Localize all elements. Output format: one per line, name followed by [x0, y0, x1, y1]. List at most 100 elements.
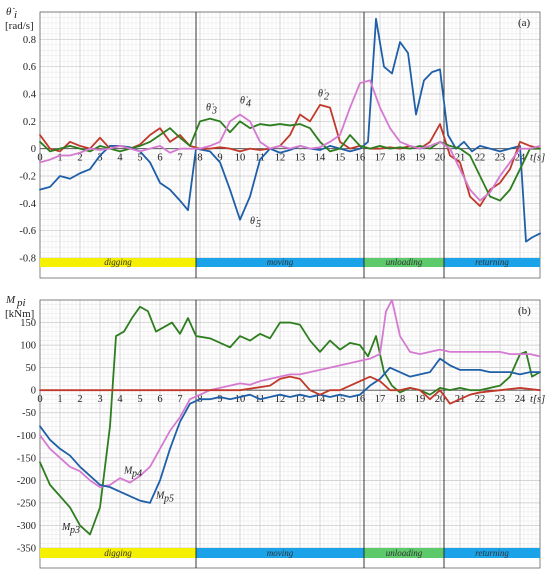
x-tick-label: 9 [217, 394, 222, 405]
plot-frame [39, 299, 541, 569]
x-tick-label: 13 [295, 153, 306, 164]
y-tick-label: 100 [20, 341, 36, 352]
y-axis-unit: [rad/s] [5, 20, 34, 32]
x-tick-label: 6 [157, 153, 162, 164]
x-tick-label: 18 [395, 394, 406, 405]
x-tick-label: 19 [415, 394, 426, 405]
series-annotation-sub: 2 [324, 92, 329, 103]
y-tick-label: 50 [26, 363, 37, 374]
series-annotation-sub: 4 [246, 99, 251, 110]
series-annotation: M [61, 522, 71, 533]
y-axis-unit: [kNm] [5, 308, 34, 320]
phase-label-returning: returning [475, 257, 509, 267]
x-tick-label: 10 [235, 394, 246, 405]
series-line-1 [39, 17, 541, 243]
x-tick-label: 0 [37, 394, 42, 405]
series-annotation: M [155, 490, 165, 501]
y-tick-labels: -350 -300 -250 -200 -150 -100 -50 0 50 100 150 [17, 318, 36, 554]
series-line-1 [39, 305, 541, 536]
x-tick-label: 22 [475, 394, 486, 405]
x-tick-label: 17 [375, 153, 386, 164]
x-tick-label: 16 [355, 394, 366, 405]
phase-band-moving [196, 258, 364, 267]
y-tick-label: 150 [20, 318, 36, 329]
y-axis-label-sub: pi [16, 297, 26, 309]
x-tick-label: 23 [495, 394, 506, 405]
x-tick-label: 3 [97, 153, 102, 164]
x-tick-label: 0 [37, 153, 42, 164]
phase-band-unloading [364, 258, 444, 267]
chart-panel-2: digging moving unloading returning-350-300-… [5, 294, 545, 569]
phase-label-returning: returning [475, 548, 509, 558]
series-line-3 [39, 117, 541, 202]
y-tick-label: 0.4 [23, 90, 37, 101]
series-annotation-sub: p5 [163, 493, 174, 504]
phase-band-digging [40, 548, 196, 558]
phase-bands: digging moving unloading returning [40, 257, 540, 267]
series-lines [39, 17, 541, 243]
y-axis-label-sub: i [14, 9, 17, 21]
phase-label-digging: digging [104, 548, 132, 558]
x-tick-label: 15 [335, 153, 346, 164]
x-tick-label: 5 [137, 394, 142, 405]
series-annotation: θ̇ [240, 96, 248, 107]
series-annotation-sub: 5 [256, 219, 261, 230]
x-tick-label: 14 [315, 153, 326, 164]
series-annotation-sub: 3 [211, 105, 217, 116]
x-tick-label: 17 [375, 394, 386, 405]
series-line-4 [39, 375, 541, 405]
y-tick-label: -0.6 [19, 226, 36, 237]
x-tick-label: 20 [435, 153, 446, 164]
x-tick-label: 3 [97, 394, 102, 405]
y-tick-label: 0 [31, 144, 36, 155]
x-tick-label: 8 [197, 153, 202, 164]
x-tick-label: 16 [355, 153, 366, 164]
x-tick-label: 23 [495, 153, 506, 164]
plot-frame [39, 11, 541, 279]
y-tick-label: -250 [17, 498, 36, 509]
minor-grid [39, 11, 541, 259]
x-tick-label: 2 [77, 153, 82, 164]
x-tick-label: 18 [395, 153, 406, 164]
x-tick-label: 11 [255, 153, 265, 164]
y-tick-label: -50 [22, 408, 36, 419]
phase-band-digging [40, 258, 196, 267]
y-tick-label: -350 [17, 544, 36, 555]
series-annotation: θ̇ [206, 102, 214, 113]
x-tick-label: 7 [177, 153, 182, 164]
phase-label-unloading: unloading [386, 548, 423, 558]
x-tick-label: 13 [295, 394, 306, 405]
phase-band-returning [444, 548, 540, 558]
minor-grid [39, 299, 541, 549]
y-tick-label: 0.8 [23, 35, 36, 46]
panel-label: (b) [518, 305, 531, 317]
x-axis-label: t[s] [530, 153, 545, 164]
x-tick-label: 19 [415, 153, 426, 164]
phase-band-unloading [364, 548, 444, 558]
x-tick-label: 1 [57, 153, 62, 164]
y-tick-label: -0.8 [19, 254, 36, 265]
phase-dividers [195, 300, 445, 568]
x-tick-label: 20 [435, 394, 446, 405]
x-tick-label: 12 [275, 394, 286, 405]
y-tick-label: 0.2 [23, 117, 36, 128]
series-annotation: θ̇ [250, 216, 258, 227]
x-tick-label: 12 [275, 153, 286, 164]
x-tick-label: 6 [157, 394, 162, 405]
phase-bands: digging moving unloading returning [40, 548, 540, 558]
x-tick-label: 21 [455, 153, 466, 164]
x-tick-label: 5 [137, 153, 142, 164]
x-tick-label: 14 [315, 394, 326, 405]
series-annotation: θ̇ [318, 89, 326, 100]
panel-label: (a) [518, 17, 531, 29]
series-line-3 [39, 357, 541, 504]
series-line-2 [39, 299, 541, 489]
phase-label-unloading: unloading [386, 257, 423, 267]
x-tick-label: 24 [515, 394, 526, 405]
x-tick-label: 4 [117, 394, 123, 405]
major-grid [39, 300, 540, 549]
x-tick-label: 2 [77, 394, 82, 405]
series-annotation-sub: p3 [69, 525, 80, 536]
